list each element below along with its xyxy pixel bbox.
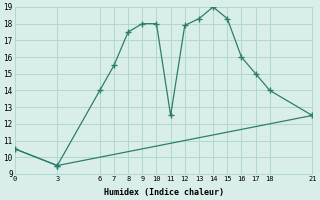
X-axis label: Humidex (Indice chaleur): Humidex (Indice chaleur): [104, 188, 224, 197]
